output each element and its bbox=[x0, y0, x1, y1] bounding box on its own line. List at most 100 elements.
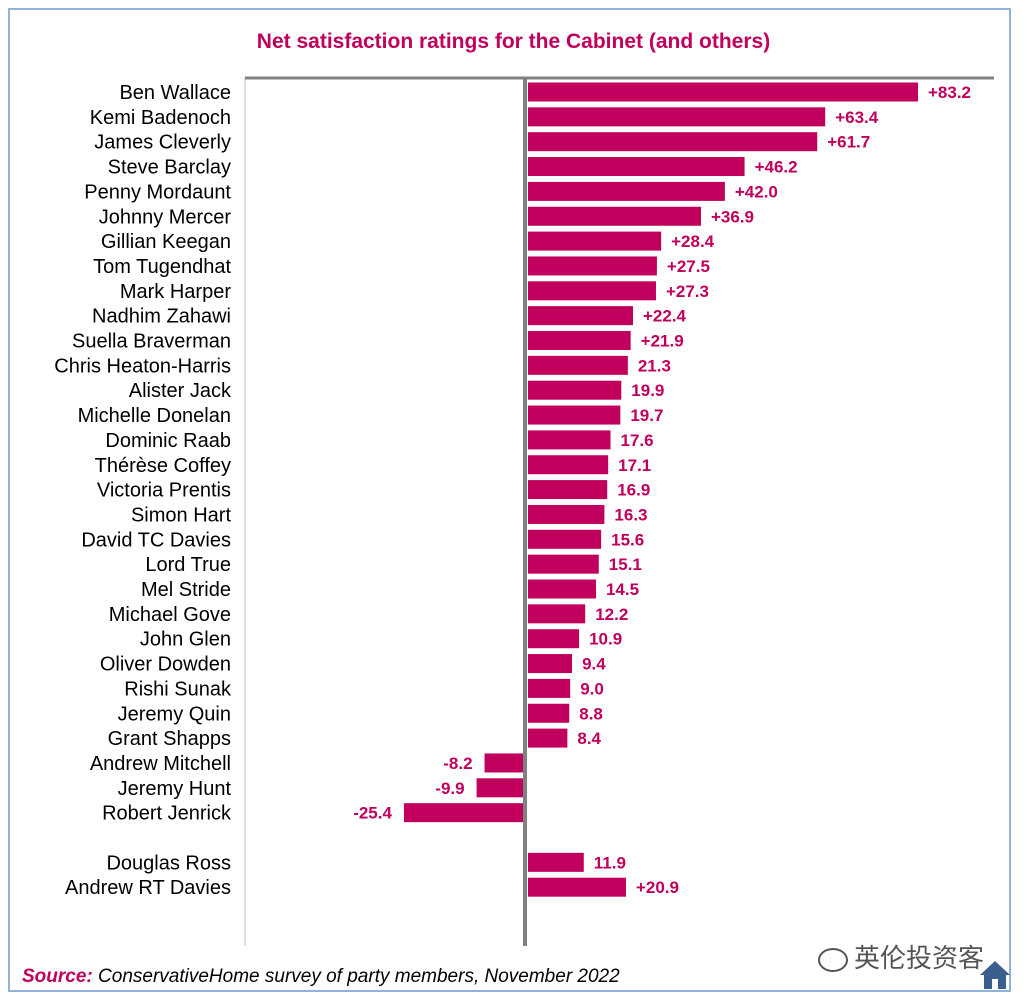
data-label: 10.9 bbox=[589, 630, 622, 649]
category-label: Simon Hart bbox=[131, 504, 231, 526]
bar bbox=[528, 604, 586, 624]
data-label: 21.3 bbox=[638, 356, 671, 375]
data-label: +46.2 bbox=[755, 158, 798, 177]
bar bbox=[528, 256, 657, 276]
bar bbox=[476, 778, 523, 798]
bar bbox=[528, 504, 605, 524]
category-label: Chris Heaton-Harris bbox=[54, 355, 231, 377]
category-label: Johnny Mercer bbox=[99, 206, 232, 228]
data-label: 15.6 bbox=[611, 530, 644, 549]
bar bbox=[528, 181, 725, 201]
bar bbox=[528, 529, 602, 549]
wechat-icon bbox=[818, 948, 848, 973]
category-label: Steve Barclay bbox=[108, 157, 231, 179]
bar bbox=[528, 355, 628, 375]
category-label: Penny Mordaunt bbox=[84, 181, 231, 203]
source-note: Source: ConservativeHome survey of party… bbox=[22, 966, 620, 988]
bar bbox=[528, 678, 571, 698]
category-label: Robert Jenrick bbox=[102, 803, 232, 825]
chart-title: Net satisfaction ratings for the Cabinet… bbox=[256, 30, 771, 53]
category-label: Andrew Mitchell bbox=[90, 753, 231, 775]
category-label: Tom Tugendhat bbox=[93, 256, 231, 278]
data-label: 16.3 bbox=[614, 505, 647, 524]
data-label: 17.1 bbox=[618, 456, 651, 475]
category-label: James Cleverly bbox=[94, 132, 231, 154]
category-label: Grant Shapps bbox=[108, 728, 231, 750]
bar bbox=[528, 728, 568, 748]
category-label: Thérèse Coffey bbox=[95, 455, 231, 477]
data-label: -9.9 bbox=[435, 779, 464, 798]
bar bbox=[528, 82, 918, 102]
data-label: 16.9 bbox=[617, 481, 650, 500]
category-label: Gillian Keegan bbox=[101, 231, 231, 253]
category-label: Victoria Prentis bbox=[97, 480, 231, 502]
bar bbox=[528, 157, 745, 177]
category-label: Mel Stride bbox=[141, 579, 231, 601]
data-label: +28.4 bbox=[671, 232, 715, 251]
category-label: Alister Jack bbox=[129, 380, 232, 402]
bar bbox=[403, 803, 523, 823]
category-label: Nadhim Zahawi bbox=[92, 306, 231, 328]
category-label: Douglas Ross bbox=[106, 852, 231, 874]
data-label: +22.4 bbox=[643, 307, 687, 326]
data-label: +27.5 bbox=[667, 257, 710, 276]
category-label: David TC Davies bbox=[81, 529, 231, 551]
bar bbox=[528, 455, 609, 475]
data-label: 19.7 bbox=[630, 406, 663, 425]
data-label: +27.3 bbox=[666, 282, 709, 301]
watermark: 英伦投资客 bbox=[818, 938, 984, 975]
category-label: Mark Harper bbox=[120, 281, 231, 303]
data-label: +21.9 bbox=[641, 332, 684, 351]
category-label: Suella Braverman bbox=[72, 331, 231, 353]
bar bbox=[528, 654, 573, 674]
bar bbox=[528, 703, 570, 723]
source-text: ConservativeHome survey of party members… bbox=[98, 966, 620, 987]
bar bbox=[528, 107, 826, 127]
data-label: +61.7 bbox=[827, 133, 870, 152]
data-label: 11.9 bbox=[594, 853, 626, 872]
category-label: Dominic Raab bbox=[105, 430, 231, 452]
bar bbox=[528, 579, 596, 599]
data-label: 12.2 bbox=[595, 605, 628, 624]
data-label: +20.9 bbox=[636, 878, 679, 897]
bar bbox=[528, 281, 656, 301]
bar bbox=[528, 852, 584, 872]
bar bbox=[528, 231, 662, 251]
category-label: Michael Gove bbox=[109, 604, 231, 626]
bar bbox=[528, 480, 608, 500]
category-label: Jeremy Quin bbox=[118, 703, 231, 725]
home-icon bbox=[980, 961, 1010, 989]
chart-frame bbox=[8, 8, 1011, 992]
data-label: 19.9 bbox=[631, 381, 664, 400]
category-label: Lord True bbox=[145, 554, 231, 576]
data-label: 9.4 bbox=[582, 655, 606, 674]
category-label: Kemi Badenoch bbox=[90, 107, 231, 129]
data-label: -8.2 bbox=[443, 754, 472, 773]
bar bbox=[528, 380, 622, 400]
bar bbox=[484, 753, 523, 773]
category-label: Andrew RT Davies bbox=[65, 877, 231, 899]
watermark-text: 英伦投资客 bbox=[854, 943, 985, 973]
bar bbox=[528, 405, 621, 425]
data-label: 17.6 bbox=[621, 431, 654, 450]
bar bbox=[528, 554, 599, 574]
category-label: Ben Wallace bbox=[119, 82, 231, 104]
data-label: -25.4 bbox=[353, 804, 392, 823]
bar bbox=[528, 206, 701, 226]
category-label: John Glen bbox=[140, 629, 231, 651]
data-label: 9.0 bbox=[580, 679, 604, 698]
bar bbox=[528, 331, 631, 350]
bar bbox=[528, 877, 626, 897]
data-label: 14.5 bbox=[606, 580, 639, 599]
data-label: 15.1 bbox=[609, 555, 642, 574]
bar bbox=[528, 629, 580, 649]
data-label: 8.4 bbox=[577, 729, 601, 748]
source-key: Source: bbox=[22, 966, 93, 987]
data-label: +42.0 bbox=[735, 182, 778, 201]
data-label: +63.4 bbox=[835, 108, 879, 127]
data-label: +36.9 bbox=[711, 207, 754, 226]
bar bbox=[528, 306, 633, 326]
bar bbox=[528, 132, 818, 152]
category-label: Michelle Donelan bbox=[78, 405, 231, 427]
